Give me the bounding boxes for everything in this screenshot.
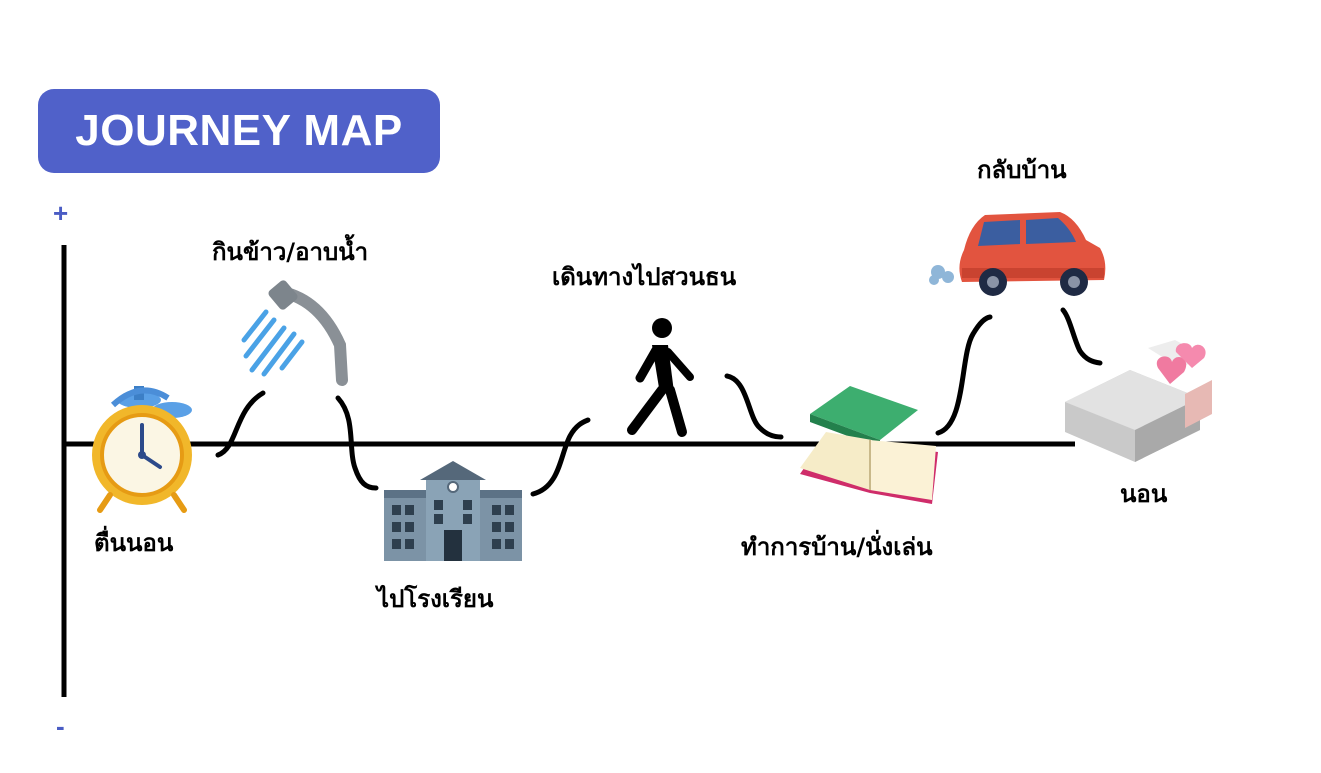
car-icon bbox=[929, 212, 1106, 296]
school-building-icon bbox=[384, 461, 522, 561]
alarm-clock-icon bbox=[92, 386, 192, 513]
step-label-homework-relax: ทำการบ้าน/นั่งเล่น bbox=[741, 533, 933, 561]
step-label-sleep: นอน bbox=[1120, 480, 1168, 508]
books-icon bbox=[800, 386, 938, 504]
walking-person-icon bbox=[627, 318, 694, 437]
connector-4 bbox=[724, 373, 784, 440]
connector-1 bbox=[215, 390, 266, 458]
axis-plus-label: + bbox=[53, 198, 69, 228]
page-title: JOURNEY MAP bbox=[75, 106, 403, 155]
shower-icon bbox=[241, 280, 348, 386]
step-label-go-home: กลับบ้าน bbox=[977, 156, 1067, 184]
connector-2 bbox=[335, 395, 379, 491]
journey-connectors bbox=[215, 307, 1103, 497]
title-badge: JOURNEY MAP bbox=[38, 89, 440, 173]
step-label-eat-shower: กินข้าว/อาบน้ำ bbox=[212, 238, 369, 266]
axis-minus-label: - bbox=[56, 711, 65, 741]
step-label-wake-up: ตื่นนอน bbox=[94, 529, 174, 557]
bed-icon bbox=[1065, 340, 1212, 462]
step-label-travel-to-park: เดินทางไปสวนธน bbox=[552, 263, 737, 291]
connector-3 bbox=[530, 417, 591, 497]
connector-5 bbox=[935, 314, 993, 436]
connector-6 bbox=[1060, 307, 1103, 366]
step-label-go-to-school: ไปโรงเรียน bbox=[377, 585, 494, 613]
